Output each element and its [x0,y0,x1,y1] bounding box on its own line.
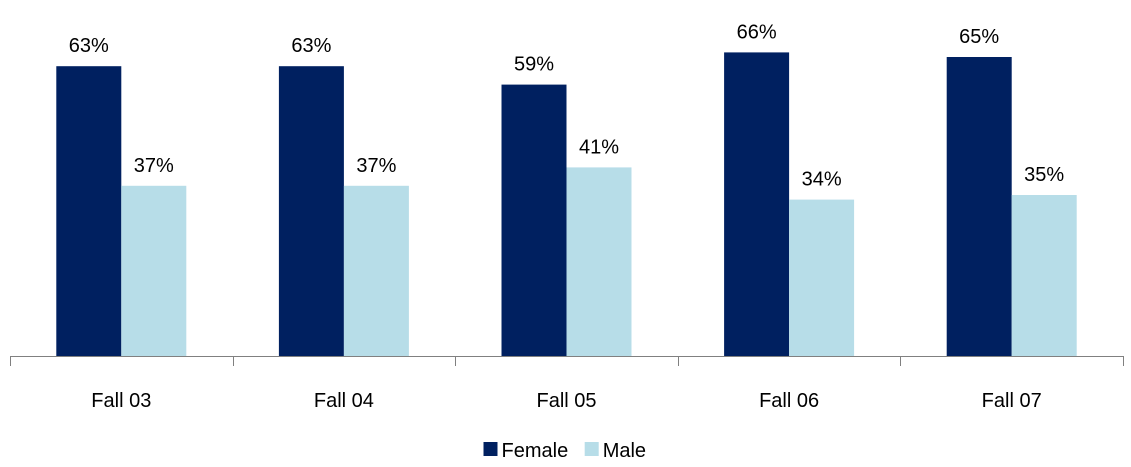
data-label-female: 63% [291,35,331,57]
bar-male-fall-04 [343,185,409,356]
x-tick-label: Fall 06 [759,390,819,412]
legend-label-male: Male [603,440,646,462]
data-label-male: 34% [802,169,842,191]
bar-male-fall-06 [789,199,855,356]
data-label-female: 63% [69,35,109,57]
bar-female-fall-03 [56,66,122,356]
x-tick-label: Fall 05 [536,390,596,412]
bar-male-fall-05 [566,167,632,356]
legend-label-female: Female [502,440,569,462]
x-tick-label: Fall 03 [91,390,151,412]
bar-female-fall-05 [501,84,567,356]
x-axis-ticks [10,356,1124,366]
data-label-male: 35% [1024,164,1064,186]
bar-female-fall-06 [724,52,790,357]
x-axis-tick-labels: Fall 03 Fall 04 Fall 05 Fall 06 Fall 07 [91,390,1041,412]
x-tick-label: Fall 07 [982,390,1042,412]
bars-group [56,52,1077,357]
bar-male-fall-07 [1011,195,1077,356]
data-label-female: 59% [514,54,554,76]
bar-female-fall-07 [946,57,1012,356]
data-label-male: 37% [134,155,174,177]
data-label-female: 66% [737,21,777,43]
data-labels-group: 63% 37% 63% 37% 59% 41% 66% 34% 65% 35% [69,21,1065,190]
legend: Female Male [483,440,646,462]
data-label-male: 37% [356,155,396,177]
legend-swatch-male [584,442,599,456]
x-tick-label: Fall 04 [314,390,374,412]
bar-male-fall-03 [121,185,187,356]
data-label-female: 65% [959,26,999,48]
bar-female-fall-04 [278,66,344,356]
data-label-male: 41% [579,136,619,158]
legend-swatch-female [483,442,498,456]
